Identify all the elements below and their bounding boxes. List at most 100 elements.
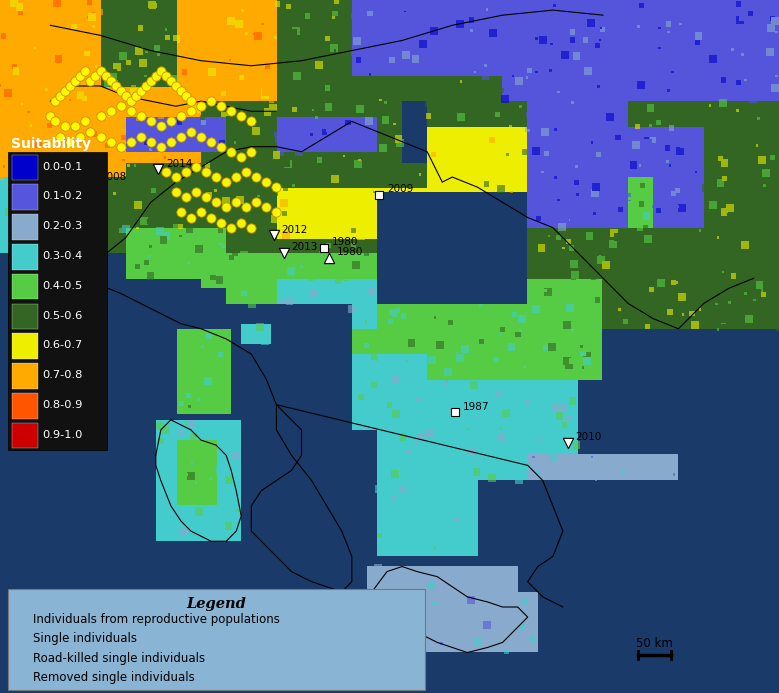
Point — [64, 80, 76, 91]
Point — [210, 197, 222, 208]
Point — [54, 91, 66, 102]
Point — [115, 100, 127, 112]
Text: 2010: 2010 — [576, 432, 601, 442]
Text: 0.8-0.9: 0.8-0.9 — [42, 400, 83, 410]
Point — [245, 116, 258, 127]
Point — [104, 136, 117, 147]
Text: Single individuals: Single individuals — [33, 633, 137, 645]
Point — [185, 106, 197, 117]
Point — [174, 207, 187, 218]
Point — [49, 96, 62, 107]
Point — [145, 116, 157, 127]
Point — [195, 100, 207, 112]
Point — [74, 70, 86, 81]
Point — [145, 76, 157, 87]
Point — [150, 70, 162, 81]
Point — [86, 177, 99, 188]
Point — [160, 70, 172, 81]
Point — [170, 171, 182, 182]
Point — [74, 131, 86, 142]
Point — [154, 65, 167, 76]
Point — [135, 85, 147, 96]
Point — [119, 91, 132, 102]
Text: Suitability: Suitability — [11, 137, 91, 151]
Point — [235, 217, 248, 228]
Point — [154, 121, 167, 132]
Text: 2012: 2012 — [281, 225, 308, 235]
Point — [260, 202, 273, 213]
Point — [125, 136, 137, 147]
Text: 0.4-0.5: 0.4-0.5 — [42, 281, 83, 291]
Point — [135, 111, 147, 122]
Point — [41, 166, 54, 177]
Point — [205, 96, 217, 107]
Point — [115, 85, 127, 96]
Point — [49, 116, 62, 127]
Point — [215, 217, 227, 228]
Point — [129, 91, 142, 102]
Point — [170, 80, 182, 91]
Point — [104, 106, 117, 117]
Text: 2009: 2009 — [387, 184, 413, 194]
Point — [190, 186, 203, 198]
Point — [278, 247, 291, 258]
Point — [225, 146, 238, 157]
Point — [185, 126, 197, 137]
Point — [205, 212, 217, 223]
Point — [562, 437, 574, 448]
Point — [200, 166, 213, 177]
Point — [54, 131, 66, 142]
Point — [104, 76, 117, 87]
Point — [220, 202, 232, 213]
Text: 2014: 2014 — [166, 159, 192, 169]
Point — [318, 243, 330, 254]
Point — [250, 197, 263, 208]
Text: 1980: 1980 — [337, 247, 363, 257]
Point — [200, 192, 213, 203]
Text: 0.3-0.4: 0.3-0.4 — [42, 251, 83, 261]
Point — [125, 96, 137, 107]
Point — [90, 70, 102, 81]
Point — [220, 177, 232, 188]
Text: Legend: Legend — [186, 597, 246, 611]
Point — [373, 189, 386, 200]
Text: 0.0-0.1: 0.0-0.1 — [42, 161, 83, 172]
Text: Individuals from reproductive populations: Individuals from reproductive population… — [33, 613, 280, 626]
Point — [185, 96, 197, 107]
Point — [59, 85, 72, 96]
Point — [99, 70, 111, 81]
Point — [180, 192, 192, 203]
Point — [170, 186, 182, 198]
Point — [94, 111, 107, 122]
Point — [225, 106, 238, 117]
Point — [139, 80, 152, 91]
Point — [69, 76, 82, 87]
Point — [210, 171, 222, 182]
Point — [323, 252, 336, 263]
Text: 1987: 1987 — [463, 402, 489, 412]
Point — [109, 80, 122, 91]
Text: 50 km: 50 km — [636, 638, 673, 651]
Point — [152, 164, 164, 175]
Point — [160, 166, 172, 177]
Point — [449, 407, 461, 418]
Point — [145, 136, 157, 147]
Point — [84, 76, 97, 87]
Point — [79, 65, 92, 76]
Text: 2008: 2008 — [100, 172, 127, 182]
Text: 1992: 1992 — [55, 161, 82, 171]
Point — [180, 166, 192, 177]
Point — [195, 207, 207, 218]
Text: 0.7-0.8: 0.7-0.8 — [42, 370, 83, 380]
Point — [235, 111, 248, 122]
Point — [125, 106, 137, 117]
Point — [190, 161, 203, 173]
Point — [94, 65, 107, 76]
Point — [174, 131, 187, 142]
Point — [215, 100, 227, 112]
Point — [164, 76, 177, 87]
Point — [174, 85, 187, 96]
Text: 0.2-0.3: 0.2-0.3 — [42, 221, 83, 231]
Point — [235, 151, 248, 162]
Point — [164, 116, 177, 127]
